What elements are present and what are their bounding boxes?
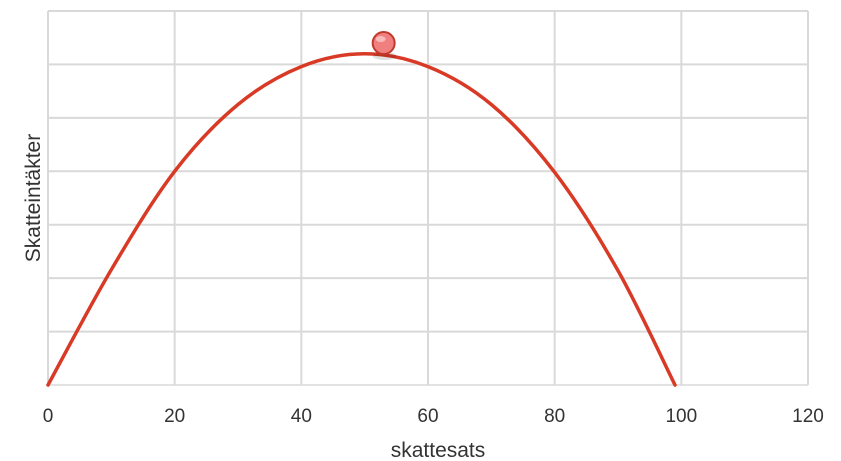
revenue-curve [46,51,677,387]
x-axis-title: skattesats [391,439,486,461]
x-tick-label: 60 [417,406,438,427]
marker-shadow [372,52,397,61]
peak-marker [371,31,396,56]
x-tick-label: 20 [164,406,185,427]
x-tick-label: 40 [291,406,312,427]
y-axis-title: Skatteintäkter [22,134,45,262]
x-tick-label: 120 [792,406,824,427]
x-tick-label: 100 [665,406,697,427]
x-axis-ticks: 0 20 40 60 80 100 120 [43,406,824,427]
plot-frame [47,11,808,386]
series-layer [46,31,677,387]
x-tick-label: 80 [544,406,565,427]
x-tick-label: 0 [43,406,54,427]
marker-highlight [375,36,386,43]
